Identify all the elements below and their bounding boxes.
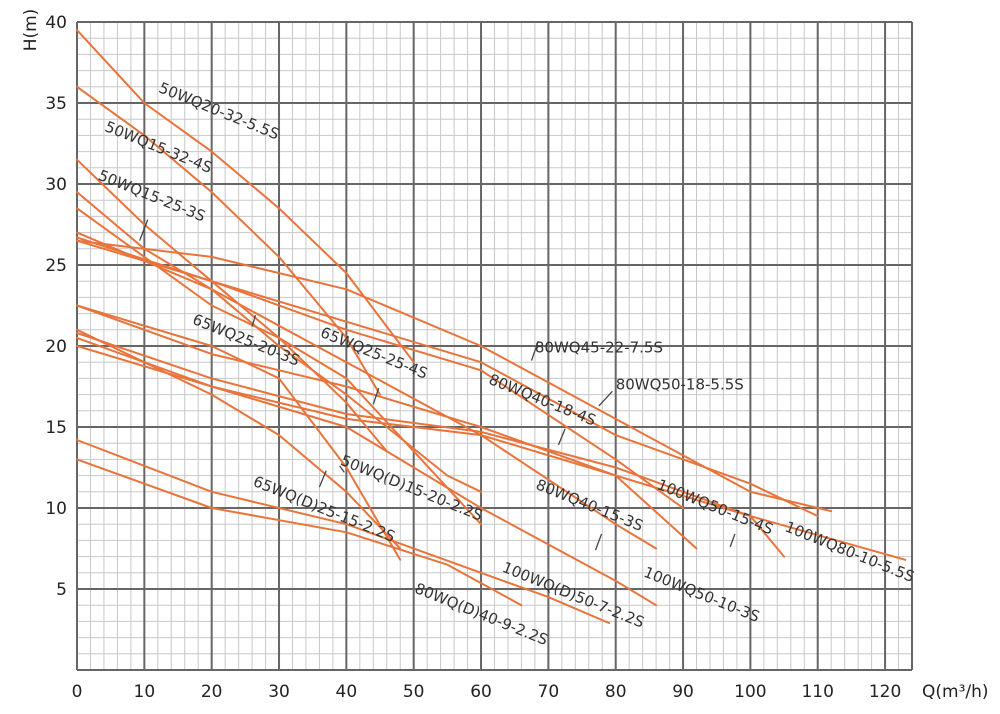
x-tick-label: 100 — [734, 682, 766, 702]
leader-line — [594, 533, 603, 551]
curve-1 — [76, 29, 415, 364]
y-tick-label: 25 — [45, 256, 67, 276]
series-label: 50WQ20-32-5.5S — [156, 79, 282, 144]
series-label: 100WQ80-10-5.5S — [783, 518, 917, 586]
y-axis-label: H(m) — [21, 9, 41, 52]
x-tick-label: 110 — [801, 682, 833, 702]
curve-3 — [76, 158, 388, 453]
y-tick-label: 5 — [56, 580, 67, 600]
leader-line — [339, 465, 345, 473]
x-tick-label: 50 — [403, 682, 425, 702]
leader-line — [530, 340, 539, 361]
curve-8 — [76, 236, 684, 509]
series-label: 80WQ50-18-5.5S — [616, 376, 744, 394]
x-tick-label: 70 — [538, 682, 560, 702]
x-tick-label: 60 — [470, 682, 492, 702]
y-tick-label: 20 — [45, 337, 67, 357]
x-tick-label: 20 — [201, 682, 223, 702]
curve-16 — [76, 439, 610, 624]
leader-line — [598, 390, 613, 407]
x-tick-label: 10 — [134, 682, 156, 702]
leader-line — [318, 470, 327, 488]
leader-line — [372, 387, 380, 405]
y-tick-label: 15 — [45, 418, 67, 438]
curve-15 — [76, 328, 402, 550]
curve-5 — [76, 207, 482, 526]
x-tick-label: 80 — [605, 682, 627, 702]
y-tick-label: 35 — [45, 94, 67, 114]
y-tick-label: 10 — [45, 499, 67, 519]
curve-2 — [76, 85, 381, 396]
y-tick-label: 30 — [45, 175, 67, 195]
curve-9 — [76, 231, 658, 550]
series-labels: 50WQ20-32-5.5S50WQ15-32-4S50WQ15-25-3S65… — [96, 79, 917, 649]
leader-line — [139, 219, 149, 241]
y-tick-labels: 5 10 15 20 25 30 35 40 — [45, 13, 67, 600]
curve-17 — [76, 458, 523, 607]
x-tick-label: 40 — [336, 682, 358, 702]
label-leader-lines — [139, 219, 736, 551]
curve-10 — [76, 304, 698, 550]
curve-12 — [76, 332, 907, 561]
leader-line — [729, 533, 736, 548]
leader-line — [557, 428, 566, 446]
x-tick-labels: 0 10 20 30 40 50 60 70 80 90 100 110 120 — [72, 682, 902, 702]
y-tick-label: 40 — [45, 13, 67, 33]
x-tick-label: 90 — [672, 682, 694, 702]
curve-13 — [76, 345, 658, 607]
curve-14 — [76, 304, 402, 561]
x-tick-label: 0 — [72, 682, 83, 702]
curve-6 — [76, 239, 833, 513]
series-label: 65WQ(D)25-15-2.2S — [251, 472, 398, 545]
series-label: 80WQ45-22-7.5S — [535, 338, 663, 356]
x-axis-label: Q(m³/h) — [922, 682, 989, 702]
x-tick-label: 120 — [869, 682, 901, 702]
leader-line — [251, 315, 257, 327]
pump-curves — [76, 29, 907, 624]
x-tick-label: 30 — [268, 682, 290, 702]
